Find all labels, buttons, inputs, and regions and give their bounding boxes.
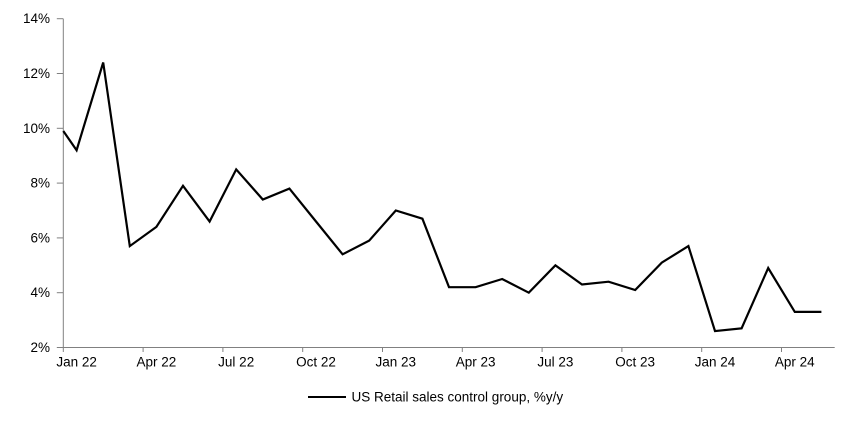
x-tick-label: Jul 22 [218,355,254,370]
y-tick-label: 14% [23,11,50,26]
series-line [62,62,822,333]
legend: US Retail sales control group, %y/y [308,390,563,405]
plot-area: 2% 4% 6% 8% 10% 12% 14% Jan 22 Apr 22 Jul 22 Oct 2… [23,11,835,370]
x-tick-label: Oct 23 [615,355,655,370]
x-tick-label: Apr 24 [775,355,815,370]
y-tick-label: 8% [30,176,50,191]
x-tick-label: Apr 22 [137,355,177,370]
x-tick-label: Oct 22 [296,355,336,370]
x-tick-label: Jan 23 [376,355,417,370]
y-tick-label: 10% [23,121,50,136]
y-tick-label: 12% [23,66,50,81]
y-tick-label: 6% [30,230,50,245]
y-tick-label: 2% [30,340,50,355]
x-tick-label: Jan 22 [56,355,97,370]
y-tick-label: 4% [30,285,50,300]
x-tick-label: Apr 23 [456,355,496,370]
legend-label: US Retail sales control group, %y/y [352,390,564,405]
x-tick-label: Jul 23 [537,355,573,370]
x-tick-label: Jan 24 [695,355,736,370]
